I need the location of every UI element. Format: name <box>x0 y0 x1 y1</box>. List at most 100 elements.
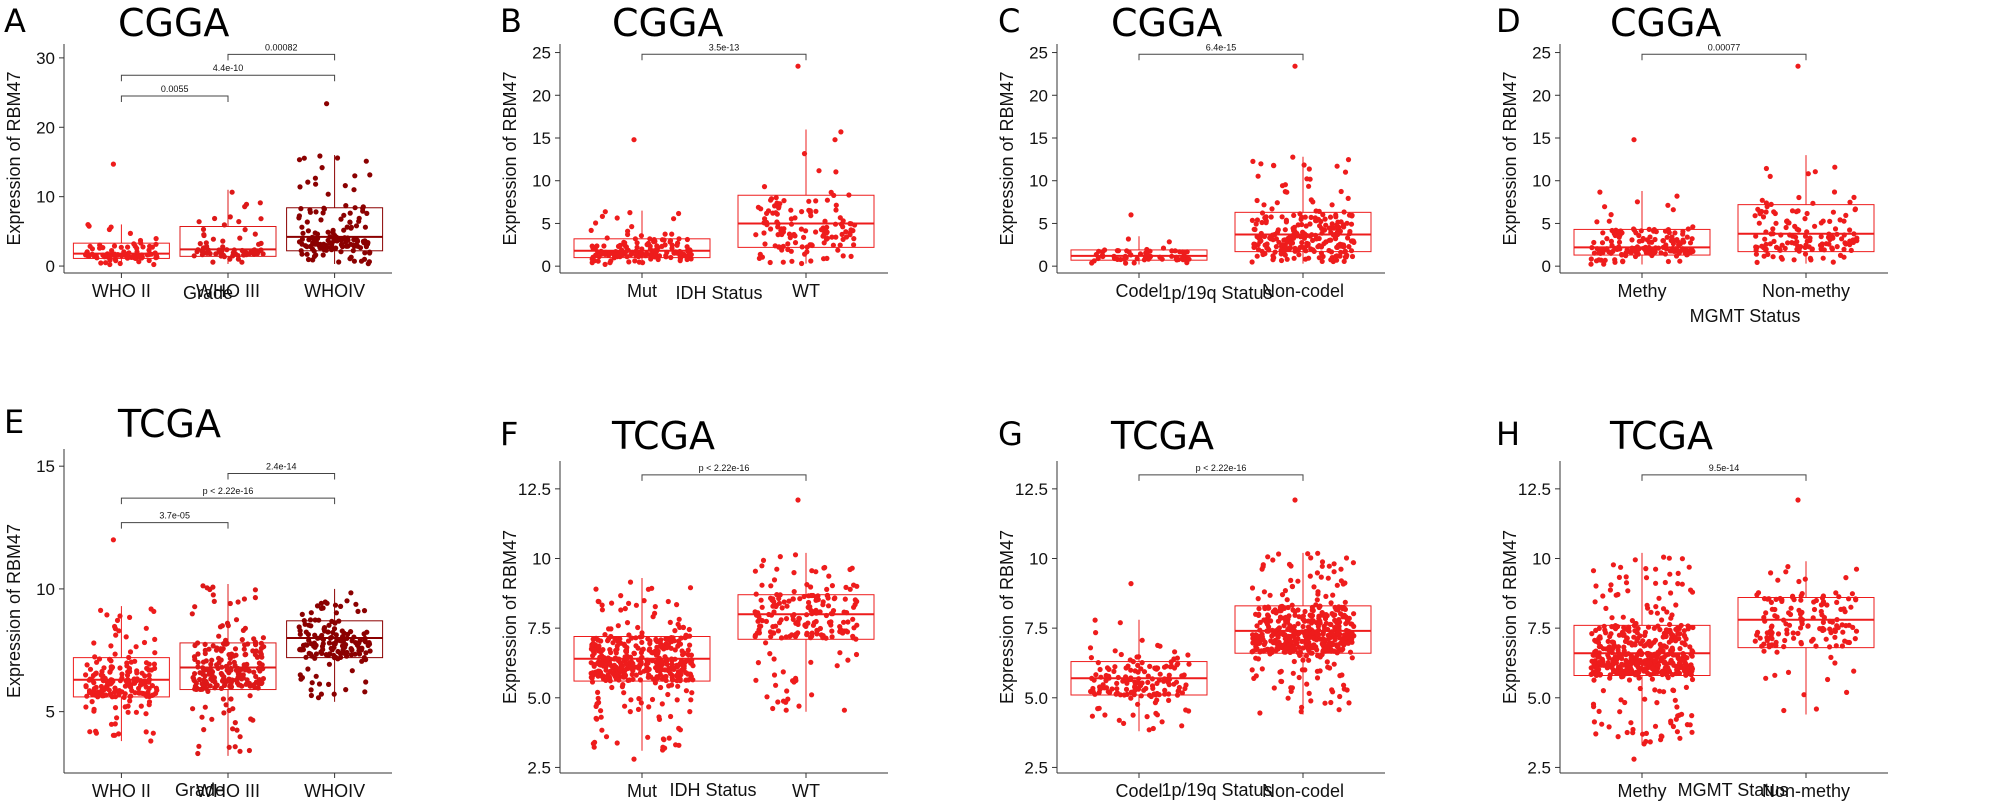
data-point <box>1589 245 1595 251</box>
data-point <box>226 744 232 750</box>
data-point <box>804 249 810 255</box>
data-point <box>1305 551 1311 557</box>
data-point <box>764 694 770 700</box>
data-point <box>1601 261 1607 267</box>
data-point <box>1841 218 1847 224</box>
data-point <box>232 720 238 726</box>
data-point <box>1804 229 1810 235</box>
data-point <box>1620 673 1626 680</box>
data-point <box>1592 637 1598 643</box>
data-point <box>671 250 677 256</box>
box-wt <box>737 63 875 267</box>
x-tick-label: WHO II <box>92 281 151 301</box>
data-point <box>760 557 767 564</box>
data-point <box>1347 649 1354 655</box>
data-point <box>684 254 690 260</box>
data-point <box>1673 253 1680 259</box>
data-point <box>1319 225 1325 232</box>
data-point <box>219 623 225 629</box>
data-point <box>1656 595 1662 601</box>
data-point <box>319 165 325 171</box>
data-point <box>1315 550 1321 556</box>
data-point <box>1652 236 1658 243</box>
data-point <box>845 619 851 625</box>
data-point <box>821 240 827 246</box>
data-point <box>1334 619 1340 626</box>
data-point <box>1296 650 1302 656</box>
data-point <box>1135 701 1141 707</box>
data-point <box>821 232 827 238</box>
data-point <box>136 259 142 265</box>
data-point <box>683 688 690 694</box>
data-point <box>1259 219 1265 226</box>
y-tick-label: 20 <box>36 118 55 137</box>
data-point <box>798 226 805 232</box>
data-point <box>320 210 326 216</box>
data-point <box>626 600 632 607</box>
data-point <box>753 232 759 238</box>
data-point <box>308 692 314 699</box>
data-point <box>597 654 603 660</box>
data-point <box>786 231 793 237</box>
data-point <box>652 604 658 610</box>
data-point <box>1600 688 1606 694</box>
data-point <box>332 602 339 608</box>
data-point <box>1852 636 1858 642</box>
data-point <box>628 697 634 703</box>
data-point <box>669 661 675 667</box>
data-point <box>1340 646 1346 652</box>
data-point <box>1284 189 1290 195</box>
data-point <box>127 698 133 704</box>
data-point <box>1663 627 1669 633</box>
data-point <box>1768 201 1774 207</box>
data-point <box>1329 221 1335 227</box>
data-point <box>1293 641 1299 647</box>
data-point <box>1153 692 1159 698</box>
data-point <box>107 669 113 675</box>
data-point <box>1621 631 1627 638</box>
data-point <box>1772 672 1778 678</box>
data-point <box>87 666 94 672</box>
data-point <box>367 249 373 255</box>
data-point <box>768 197 774 203</box>
data-point <box>241 252 247 258</box>
data-point <box>678 672 684 678</box>
data-point <box>1323 593 1329 600</box>
outlier-point <box>110 161 116 167</box>
data-point <box>1681 239 1687 245</box>
data-point <box>1298 216 1304 222</box>
significance-bracket: 9.5e-14 <box>1641 463 1807 481</box>
data-point <box>590 245 596 251</box>
data-point <box>756 630 763 636</box>
data-point <box>360 238 366 244</box>
data-point <box>761 184 768 190</box>
significance-bracket: 6.4e-15 <box>1138 42 1304 61</box>
data-point <box>1616 239 1623 245</box>
data-point <box>343 687 349 693</box>
data-point <box>1117 692 1123 698</box>
data-point <box>1309 613 1315 619</box>
bracket-line <box>120 497 336 505</box>
data-point <box>768 612 775 618</box>
data-point <box>761 230 767 236</box>
data-point <box>144 693 150 699</box>
data-point <box>1165 677 1171 683</box>
data-point <box>1271 255 1277 261</box>
data-point <box>1284 597 1290 603</box>
data-point <box>1801 692 1807 698</box>
data-point <box>205 247 211 253</box>
data-point <box>1177 249 1183 255</box>
data-point <box>1670 723 1676 730</box>
data-point <box>829 628 835 634</box>
data-point <box>122 683 128 689</box>
data-point <box>140 244 146 250</box>
data-point <box>1839 236 1845 242</box>
data-point <box>770 630 777 636</box>
data-point <box>247 693 253 699</box>
data-point <box>1674 670 1680 676</box>
data-point <box>776 595 782 602</box>
data-point <box>1790 233 1796 239</box>
data-point <box>654 658 661 665</box>
y-tick-label: 10 <box>1532 550 1551 569</box>
data-point <box>1299 638 1305 645</box>
